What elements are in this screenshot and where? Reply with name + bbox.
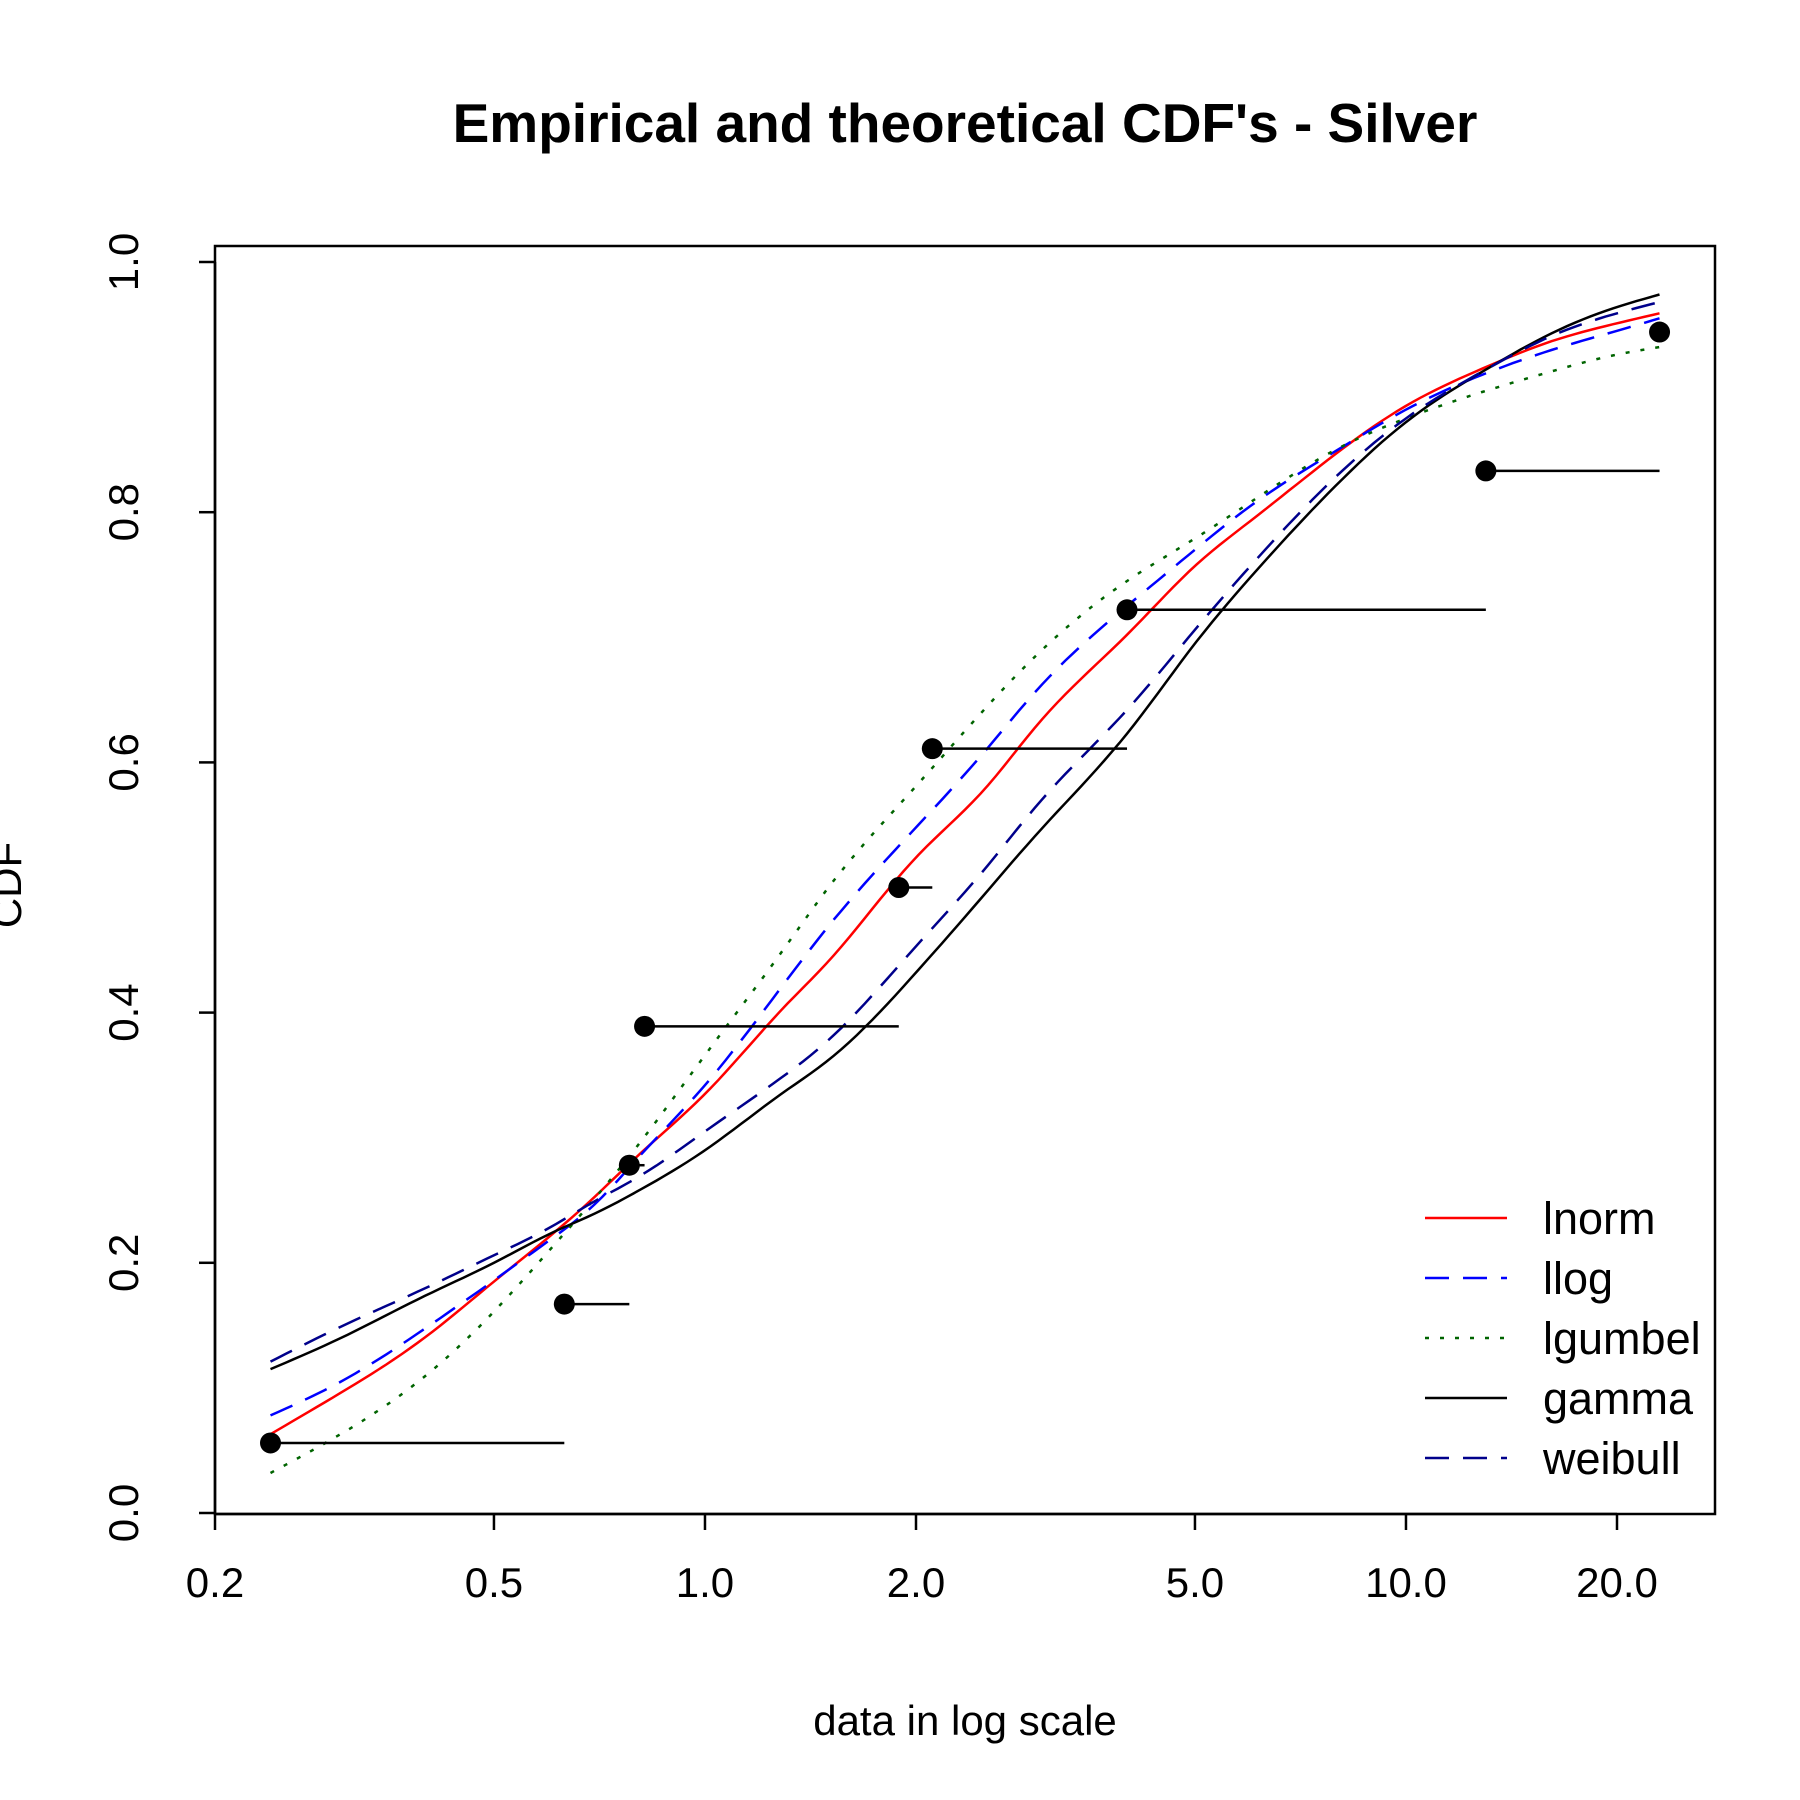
chart-title: Empirical and theoretical CDF's - Silver [453,92,1478,154]
y-axis: 0.0 0.2 0.4 0.6 0.8 1.0 [100,233,217,1542]
ecdf-point [553,1293,575,1315]
y-tick-label: 0.0 [100,1484,147,1542]
ecdf-point [618,1154,640,1176]
x-tick-label: 5.0 [1166,1559,1224,1606]
y-tick-label: 0.6 [100,733,147,791]
empirical-cdf [260,321,1671,1454]
legend-label-llog: llog [1543,1253,1613,1304]
series-gamma-line [270,293,1660,1371]
theoretical-curves [269,293,1660,1475]
series-llog-line [269,317,1660,1417]
ecdf-point [1649,321,1671,343]
y-tick-label: 0.2 [100,1234,147,1292]
legend-label-lgumbel: lgumbel [1543,1313,1701,1364]
y-tick-label: 0.8 [100,483,147,541]
ecdf-point [1475,460,1497,482]
series-weibull-line [269,300,1660,1363]
x-tick-label: 10.0 [1365,1559,1447,1606]
x-tick-label: 20.0 [1576,1559,1658,1606]
x-tick-label: 0.5 [465,1559,523,1606]
x-axis: 0.2 0.5 1.0 2.0 5.0 10.0 20.0 [186,1512,1658,1606]
x-tick-label: 0.2 [186,1559,244,1606]
y-tick-label: 1.0 [100,233,147,291]
series-lgumbel-line [269,345,1660,1475]
series-lnorm-line [269,312,1660,1436]
legend: lnorm llog lgumbel gamma weibull [1425,1193,1701,1484]
ecdf-point [888,877,910,898]
y-tick-label: 0.4 [100,983,147,1041]
ecdf-point [1116,599,1138,621]
ecdf-point [634,1015,656,1037]
legend-label-lnorm: lnorm [1543,1193,1656,1244]
x-axis-label: data in log scale [813,1697,1117,1744]
ecdf-point [260,1432,282,1454]
plot-frame [213,244,1717,1516]
ecdf-point [921,738,943,760]
legend-label-weibull: weibull [1542,1433,1681,1484]
y-axis-label: CDF [0,842,30,928]
legend-label-gamma: gamma [1543,1373,1694,1424]
x-tick-label: 1.0 [676,1559,734,1606]
x-tick-label: 2.0 [887,1559,945,1606]
